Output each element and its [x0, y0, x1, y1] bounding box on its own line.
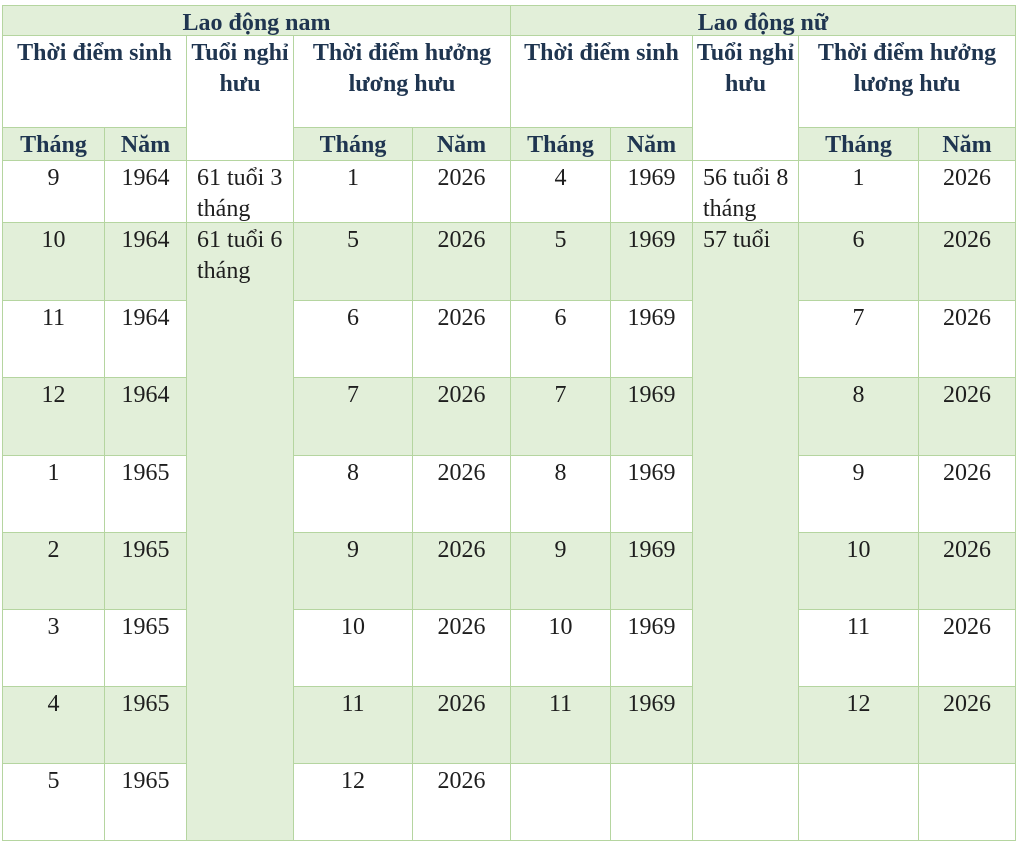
- table-cell: 1: [293, 160, 413, 223]
- table-cell: 1964: [104, 160, 187, 223]
- table-cell: 12: [798, 686, 919, 764]
- table-cell: 1969: [610, 609, 693, 687]
- age-cell: 56 tuổi 8 tháng: [692, 160, 799, 223]
- table-cell: 11: [2, 300, 105, 378]
- table-cell: 2026: [412, 532, 511, 610]
- table-cell: 8: [293, 455, 413, 533]
- table-cell: 2026: [412, 609, 511, 687]
- table-cell: 7: [293, 377, 413, 456]
- table-cell: 7: [510, 377, 611, 456]
- table-cell: 9: [2, 160, 105, 223]
- table-cell: 6: [798, 222, 919, 301]
- table-cell: 1969: [610, 377, 693, 456]
- table-cell: 1965: [104, 609, 187, 687]
- table-cell: 5: [293, 222, 413, 301]
- subheader: Tháng: [293, 127, 413, 161]
- table-cell: 12: [2, 377, 105, 456]
- empty-cell: [918, 763, 1016, 841]
- table-cell: 7: [798, 300, 919, 378]
- subheader: Năm: [610, 127, 693, 161]
- subheader: Tháng: [510, 127, 611, 161]
- table-cell: 11: [798, 609, 919, 687]
- table-cell: 1964: [104, 222, 187, 301]
- table-cell: 2026: [918, 686, 1016, 764]
- empty-cell: [692, 763, 799, 841]
- subheader: Năm: [918, 127, 1016, 161]
- table-cell: 6: [293, 300, 413, 378]
- column-header: Thời điểm hưởng lương hưu: [293, 35, 511, 128]
- table-cell: 1965: [104, 532, 187, 610]
- table-cell: 2026: [412, 455, 511, 533]
- table-cell: 2026: [918, 455, 1016, 533]
- table-cell: 2026: [918, 609, 1016, 687]
- table-cell: 2026: [412, 222, 511, 301]
- table-cell: 1969: [610, 532, 693, 610]
- empty-cell: [610, 763, 693, 841]
- empty-cell: [510, 763, 611, 841]
- table-cell: 1965: [104, 455, 187, 533]
- table-cell: 8: [510, 455, 611, 533]
- table-cell: 1969: [610, 455, 693, 533]
- table-cell: 9: [798, 455, 919, 533]
- table-cell: 8: [798, 377, 919, 456]
- subheader: Tháng: [2, 127, 105, 161]
- table-cell: 2026: [918, 377, 1016, 456]
- table-cell: 2026: [918, 222, 1016, 301]
- column-header: Thời điểm hưởng lương hưu: [798, 35, 1016, 128]
- column-header: Thời điểm sinh: [2, 35, 187, 128]
- table-cell: 1964: [104, 300, 187, 378]
- table-cell: 11: [510, 686, 611, 764]
- column-header: Thời điểm sinh: [510, 35, 693, 128]
- subheader: Năm: [104, 127, 187, 161]
- table-cell: 1969: [610, 300, 693, 378]
- age-cell: 61 tuổi 6 tháng: [186, 222, 294, 841]
- table-cell: 2026: [918, 300, 1016, 378]
- table-cell: 10: [510, 609, 611, 687]
- table-cell: 2026: [412, 763, 511, 841]
- table-cell: 6: [510, 300, 611, 378]
- table-cell: 2026: [412, 300, 511, 378]
- group-title: Lao động nam: [2, 5, 511, 36]
- subheader: Năm: [412, 127, 511, 161]
- table-cell: 3: [2, 609, 105, 687]
- table-cell: 9: [293, 532, 413, 610]
- subheader: Tháng: [798, 127, 919, 161]
- table-cell: 10: [798, 532, 919, 610]
- age-cell: 61 tuổi 3 tháng: [186, 160, 294, 223]
- table-cell: 5: [2, 763, 105, 841]
- table-cell: 4: [510, 160, 611, 223]
- table-cell: 5: [510, 222, 611, 301]
- table-cell: 1: [798, 160, 919, 223]
- table-cell: 2026: [412, 686, 511, 764]
- table-cell: 2026: [918, 532, 1016, 610]
- table-cell: 1: [2, 455, 105, 533]
- table-cell: 2026: [412, 377, 511, 456]
- table-cell: 1964: [104, 377, 187, 456]
- column-header: Tuổi nghỉ hưu: [692, 35, 799, 161]
- table-cell: 1965: [104, 763, 187, 841]
- table-cell: 2026: [918, 160, 1016, 223]
- age-cell: 57 tuổi: [692, 222, 799, 764]
- table-cell: 11: [293, 686, 413, 764]
- table-cell: 1969: [610, 686, 693, 764]
- column-header: Tuổi nghỉ hưu: [186, 35, 294, 161]
- group-title: Lao động nữ: [510, 5, 1016, 36]
- table-cell: 1969: [610, 222, 693, 301]
- table-cell: 12: [293, 763, 413, 841]
- table-cell: 10: [293, 609, 413, 687]
- table-cell: 10: [2, 222, 105, 301]
- table-cell: 1969: [610, 160, 693, 223]
- table-cell: 4: [2, 686, 105, 764]
- table-cell: 9: [510, 532, 611, 610]
- table-cell: 2026: [412, 160, 511, 223]
- empty-cell: [798, 763, 919, 841]
- table-cell: 1965: [104, 686, 187, 764]
- table-cell: 2: [2, 532, 105, 610]
